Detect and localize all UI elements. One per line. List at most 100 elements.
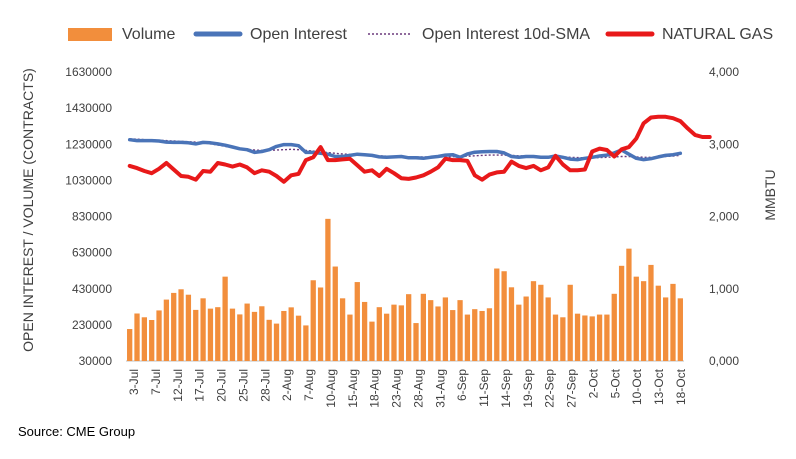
volume-bar (237, 314, 243, 361)
volume-bar (442, 297, 449, 361)
x-tick-label: 12-Jul (171, 369, 185, 402)
x-tick-label: 6-Sep (455, 369, 469, 401)
volume-bar (127, 329, 133, 361)
x-tick-label: 13-Oct (652, 368, 666, 405)
volume-bar (317, 287, 324, 361)
x-tick-label: 11-Sep (477, 369, 491, 407)
volume-bar (222, 276, 228, 361)
x-tick-label: 3-Jul (127, 369, 141, 395)
volume-bar (538, 284, 544, 361)
volume-bar (215, 307, 221, 361)
volume-bar (479, 310, 485, 361)
volume-bar (626, 248, 632, 361)
y-left-tick-label: 30000 (79, 354, 113, 368)
x-tick-label: 15-Aug (346, 369, 360, 408)
x-tick-label: 7-Aug (302, 369, 316, 401)
volume-bar (413, 323, 419, 361)
volume-bar (655, 285, 661, 361)
volume-bar (178, 289, 184, 361)
x-tick-label: 7-Jul (149, 369, 163, 395)
volume-bar (560, 317, 566, 361)
y-axis-left-title: OPEN INTEREST / VOLUME (CONTRACTS) (20, 68, 36, 352)
y-right-tick-label: 4,000 (709, 65, 739, 79)
volume-bar (273, 323, 280, 361)
x-tick-label: 19-Sep (521, 369, 535, 408)
volume-bar (156, 310, 162, 361)
volume-bar (596, 314, 603, 361)
volume-bar (494, 268, 500, 361)
chart-legend: Volume Open Interest Open Interest 10d-S… (68, 26, 773, 43)
x-tick-label: 22-Sep (543, 369, 557, 408)
y-axis-left-ticks: 1630000 1430000 1230000 1030000 830000 630000… (65, 65, 112, 368)
y-axis-right-title: MMBTU (762, 169, 778, 220)
x-tick-label: 14-Sep (499, 369, 513, 408)
y-left-tick-label: 1230000 (65, 137, 112, 151)
volume-bar (457, 300, 463, 361)
volume-bar (141, 317, 147, 361)
volume-bar (450, 310, 456, 361)
volume-bar (207, 308, 214, 361)
volume-bar (303, 325, 309, 361)
volume-bar (435, 306, 441, 361)
volume-bar (391, 304, 397, 361)
y-left-tick-label: 1030000 (65, 173, 112, 187)
volume-bar (545, 297, 551, 361)
y-right-tick-label: 3,000 (709, 137, 739, 151)
volume-bar (574, 313, 581, 361)
x-tick-label: 25-Jul (236, 369, 250, 402)
volume-bar (244, 303, 250, 361)
x-tick-label: 28-Jul (258, 369, 272, 402)
volume-bar (633, 276, 639, 361)
x-tick-label: 2-Aug (280, 369, 294, 401)
volume-bar (611, 293, 617, 361)
volume-bar (582, 315, 588, 361)
volume-bar (677, 298, 683, 361)
legend-label-open-interest: Open Interest (250, 26, 348, 43)
x-tick-label: 5-Oct (608, 368, 622, 398)
volume-bar (472, 309, 478, 361)
volume-bar (428, 300, 434, 361)
y-right-tick-label: 1,000 (709, 282, 739, 296)
volume-bar (281, 310, 287, 361)
volume-bar (420, 293, 426, 361)
volume-bar (229, 308, 236, 361)
volume-bar (361, 301, 368, 361)
volume-bar (185, 294, 192, 361)
volume-bar (508, 287, 515, 361)
x-tick-label: 10-Oct (630, 368, 644, 405)
volume-bar (259, 306, 265, 361)
y-left-tick-label: 230000 (72, 318, 112, 332)
y-left-tick-label: 430000 (72, 282, 112, 296)
x-tick-label: 18-Oct (674, 368, 688, 405)
volume-bar (464, 314, 471, 361)
volume-bar (251, 311, 258, 361)
volume-bar (398, 305, 404, 361)
x-tick-label: 17-Jul (193, 369, 207, 402)
y-left-tick-label: 1430000 (65, 101, 112, 115)
x-tick-label: 23-Aug (390, 369, 404, 408)
y-right-tick-label: 0,000 (709, 354, 739, 368)
volume-bar (663, 297, 669, 361)
y-left-tick-label: 630000 (72, 246, 112, 260)
volume-bar (266, 319, 272, 361)
volume-bar (384, 313, 390, 361)
volume-bar (295, 315, 302, 361)
y-axis-right-ticks: 4,000 3,000 2,000 1,000 0,000 (709, 65, 739, 368)
legend-swatch-volume (68, 28, 112, 41)
volume-bar (149, 319, 155, 361)
volume-bar (486, 308, 493, 361)
volume-bar (288, 307, 294, 361)
volume-bar (604, 314, 610, 361)
volume-bar (134, 313, 140, 361)
volume-bar (339, 298, 346, 361)
y-left-tick-label: 830000 (72, 210, 112, 224)
volume-bar (163, 299, 170, 361)
volume-bar (530, 281, 537, 361)
x-tick-label: 18-Aug (368, 369, 382, 408)
volume-bar (200, 298, 206, 361)
volume-bar (376, 307, 382, 361)
volume-bar (347, 314, 353, 361)
volume-bar (670, 283, 676, 361)
x-tick-label: 27-Sep (565, 369, 579, 408)
volume-bar (193, 309, 199, 361)
